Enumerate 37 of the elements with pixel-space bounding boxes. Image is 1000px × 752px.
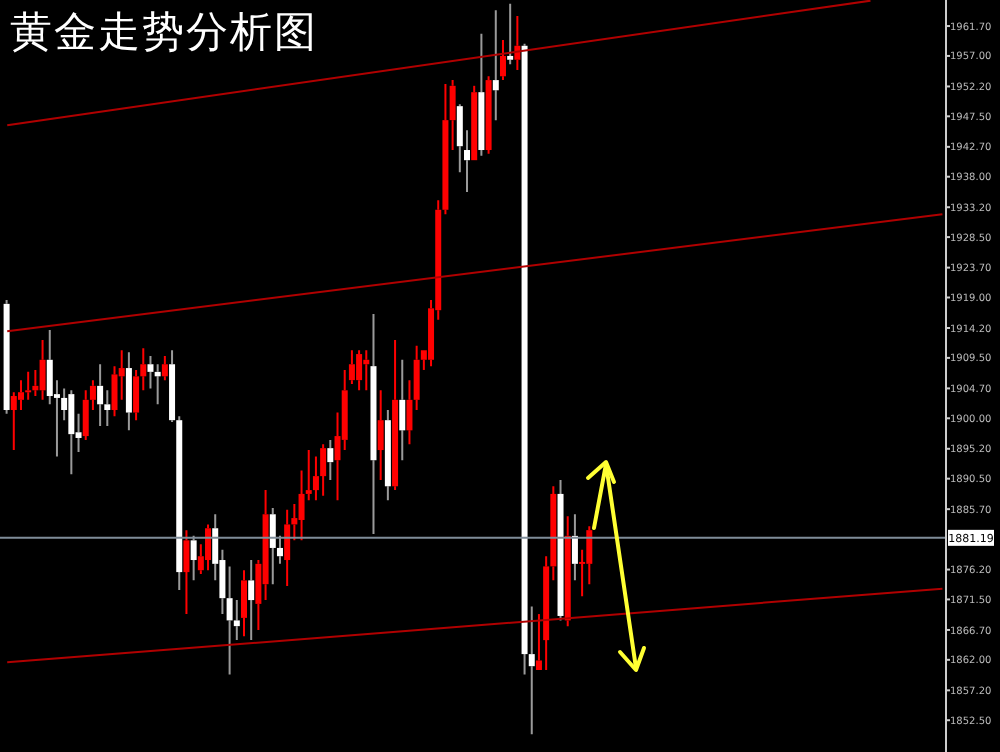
candlestick — [449, 79, 456, 152]
candlestick — [125, 351, 132, 432]
candlestick — [241, 569, 247, 638]
candlestick — [557, 478, 564, 622]
candlestick — [399, 358, 406, 462]
candlestick — [3, 299, 10, 415]
candlestick — [471, 84, 478, 161]
candlestick — [320, 443, 327, 497]
candlestick — [499, 39, 506, 82]
candlestick — [262, 489, 269, 602]
candlestick — [97, 363, 104, 427]
candlestick — [492, 9, 499, 122]
candlestick — [356, 349, 363, 392]
candlestick — [190, 534, 197, 582]
candlestick — [370, 313, 377, 535]
candlestick — [147, 354, 154, 390]
candlestick — [205, 523, 212, 572]
candlestick — [392, 339, 399, 492]
candlestick — [269, 506, 276, 586]
candlestick — [478, 32, 485, 157]
chart-title: 黄金走势分析图 — [10, 6, 318, 60]
candlestick — [485, 75, 492, 155]
candlestick — [226, 565, 233, 676]
candlestick — [68, 389, 75, 476]
candlestick — [284, 508, 291, 588]
candlestick — [327, 438, 334, 481]
candlestick — [183, 529, 190, 616]
candlestick — [571, 513, 578, 582]
candlestick — [406, 379, 413, 446]
candlestick — [39, 339, 46, 401]
candlestick — [377, 389, 384, 481]
candlestick — [413, 344, 420, 412]
candlestick — [384, 409, 391, 502]
candlestick — [161, 354, 168, 382]
candlestick — [507, 2, 514, 66]
candlestick — [564, 515, 571, 628]
candlestick — [248, 559, 255, 642]
